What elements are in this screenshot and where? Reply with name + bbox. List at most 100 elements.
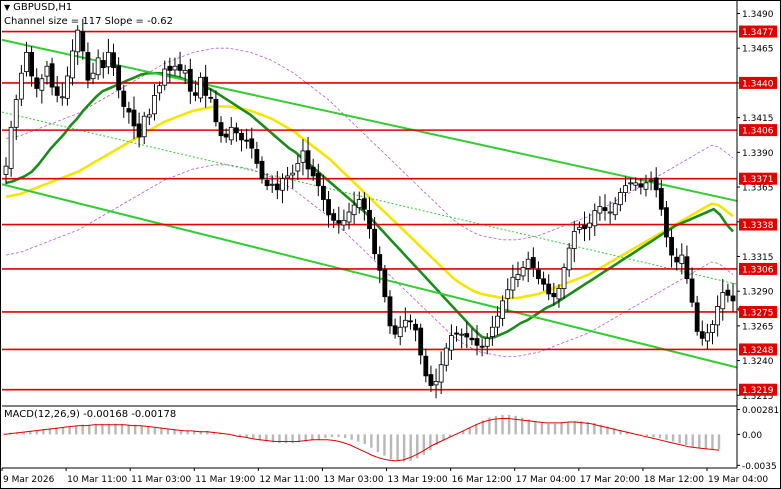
macd-tick-label: 0.00 xyxy=(742,431,762,441)
time-tick-label: 17 Mar 04:00 xyxy=(516,475,576,485)
candle-body xyxy=(233,127,239,134)
level-tag-label: 1.3406 xyxy=(742,127,774,137)
candle-body xyxy=(54,86,60,96)
candle-body xyxy=(428,374,434,386)
level-tag xyxy=(739,343,777,356)
level-tag-label: 1.3219 xyxy=(742,386,774,396)
macd-histogram-bar xyxy=(245,434,248,438)
symbol-title-text: GBPUSD,H1 xyxy=(13,2,73,13)
candle-body xyxy=(515,274,521,280)
candle-body xyxy=(469,337,475,341)
candle-body xyxy=(397,326,403,338)
time-tick-label: 12 Mar 11:00 xyxy=(259,475,319,485)
channel-upper-line xyxy=(1,38,738,202)
candle-body xyxy=(387,296,393,327)
candle-body xyxy=(612,203,618,216)
candle-body xyxy=(653,177,659,191)
level-tag-label: 1.3440 xyxy=(742,79,774,89)
candle-body xyxy=(643,182,649,190)
candle-body xyxy=(39,78,45,91)
macd-histogram-bar xyxy=(29,430,32,435)
macd-histogram-bar xyxy=(402,434,406,462)
price-tick-label: 1.3490 xyxy=(742,10,774,20)
macd-histogram-bar xyxy=(711,434,714,450)
price-tick-label: 1.3315 xyxy=(742,253,774,263)
candle-body xyxy=(239,132,244,141)
macd-histogram-bar xyxy=(291,434,294,444)
candle-body xyxy=(582,224,587,230)
macd-histogram-bar xyxy=(311,434,314,441)
candle-body xyxy=(669,236,674,256)
candles-group xyxy=(3,18,736,399)
candle-body xyxy=(116,65,122,91)
candle-body xyxy=(280,178,285,191)
price-tick-label: 1.3390 xyxy=(742,149,774,159)
macd-tick-label: -0.0035 xyxy=(742,462,777,472)
macd-histogram-bar xyxy=(297,434,301,443)
macd-histogram-bar xyxy=(199,430,202,435)
macd-histogram-bar xyxy=(343,434,347,438)
candle-body xyxy=(326,199,331,216)
candle-body xyxy=(720,292,726,310)
level-tag xyxy=(739,172,777,185)
candle-body xyxy=(310,166,316,177)
candle-body xyxy=(146,114,152,118)
candle-body xyxy=(658,188,664,210)
macd-histogram-bar xyxy=(658,434,662,438)
macd-histogram-bar xyxy=(179,430,183,435)
macd-histogram-bar xyxy=(639,434,642,436)
candle-body xyxy=(126,108,132,113)
candle-body xyxy=(331,213,337,221)
collapse-triangle-icon[interactable]: ▼ xyxy=(4,3,11,12)
macd-histogram-bar xyxy=(560,422,563,435)
macd-histogram-bar xyxy=(625,431,629,435)
candle-body xyxy=(664,207,669,238)
candle-body xyxy=(131,109,137,127)
macd-histogram-bar xyxy=(612,428,616,435)
candle-body xyxy=(541,278,546,285)
candle-body xyxy=(315,172,321,187)
chart-symbol-title: ▼ GBPUSD,H1 xyxy=(4,2,72,13)
candle-body xyxy=(577,226,582,230)
candle-body xyxy=(592,210,598,227)
candle-body xyxy=(597,206,603,214)
macd-histogram-bar xyxy=(553,423,557,435)
macd-histogram-bar xyxy=(284,434,288,444)
candle-body xyxy=(295,163,301,172)
price-tick-label: 1.3290 xyxy=(742,288,774,298)
candle-body xyxy=(536,269,541,280)
channel-lower-line xyxy=(1,183,738,369)
macd-histogram-bar xyxy=(140,425,143,435)
candle-body xyxy=(24,51,29,73)
candle-body xyxy=(44,65,50,77)
macd-histogram-bar xyxy=(389,434,393,460)
macd-histogram-bar xyxy=(206,430,209,435)
candle-body xyxy=(259,160,265,180)
candle-body xyxy=(418,327,424,356)
candle-body xyxy=(705,332,710,342)
candle-body xyxy=(674,256,680,263)
macd-histogram-bar xyxy=(573,421,576,435)
candle-body xyxy=(454,332,459,335)
macd-histogram-bar xyxy=(521,417,524,435)
macd-histogram-bar xyxy=(173,429,176,435)
macd-histogram-bar xyxy=(704,434,708,449)
macd-histogram-bar xyxy=(619,429,622,435)
candle-body xyxy=(111,52,116,69)
level-tag-label: 1.3275 xyxy=(742,308,774,318)
level-tag-label: 1.3371 xyxy=(742,175,774,185)
candle-body xyxy=(500,300,506,319)
macd-histogram-bar xyxy=(81,424,84,435)
macd-histogram-bar xyxy=(599,424,603,435)
time-tick-label: 9 Mar 2026 xyxy=(3,475,55,485)
macd-histogram-bar xyxy=(350,434,353,440)
macd-histogram-bar xyxy=(258,434,262,441)
candle-body xyxy=(3,165,9,175)
macd-histogram-bar xyxy=(593,422,596,435)
macd-histogram-bar xyxy=(74,425,78,435)
macd-histogram-bar xyxy=(265,434,268,442)
candle-body xyxy=(249,138,255,149)
candle-body xyxy=(694,302,700,332)
candle-body xyxy=(561,267,567,290)
